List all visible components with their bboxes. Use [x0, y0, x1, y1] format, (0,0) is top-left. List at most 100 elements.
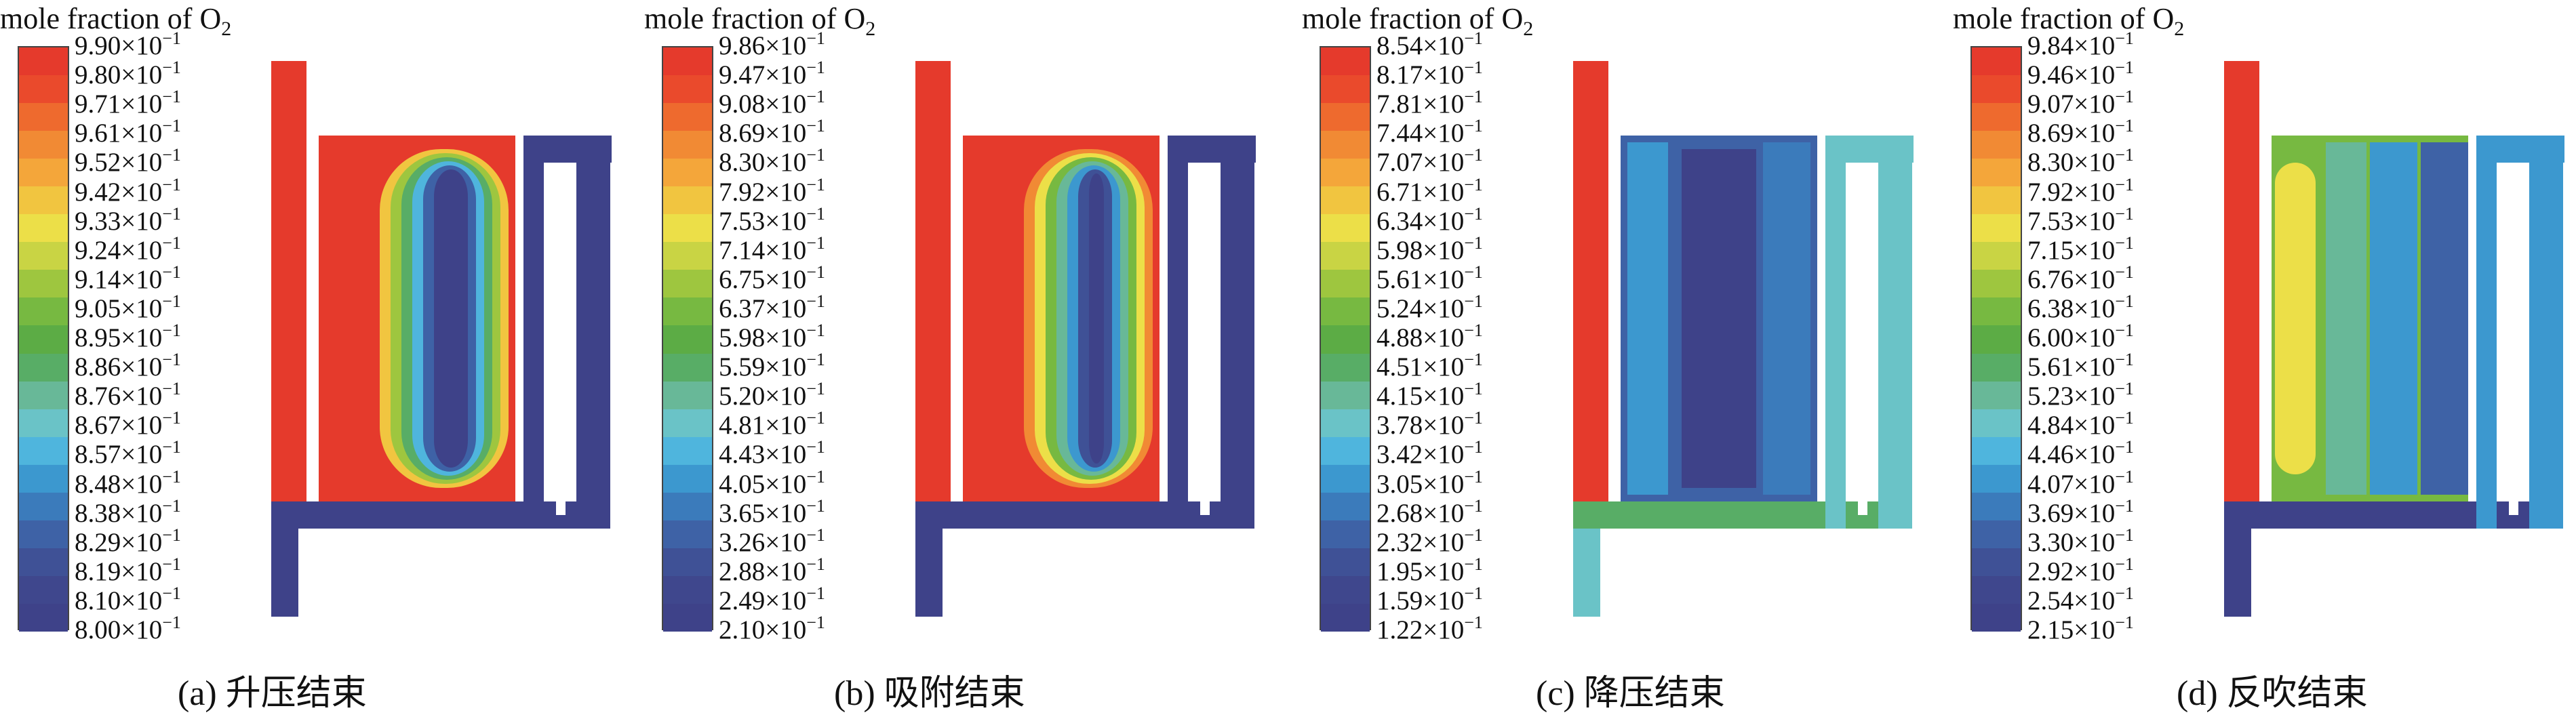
color-bar-segment — [19, 575, 68, 604]
separator-slot — [2468, 337, 2475, 355]
color-bar-segment — [1972, 103, 2021, 131]
legend-tick-label: 8.54×10−1 — [1376, 28, 1483, 60]
legend-tick-label: 8.95×10−1 — [75, 321, 181, 352]
right-outer-wall — [2529, 136, 2563, 529]
legend-tick-label: 7.07×10−1 — [1376, 145, 1483, 178]
legend-tick-label: 9.61×10−1 — [75, 116, 181, 148]
color-bar-segment — [19, 297, 68, 326]
color-bar-segment — [19, 353, 68, 382]
legend-tick-label: 5.59×10−1 — [719, 350, 825, 382]
color-bar-segment — [1972, 436, 2021, 465]
color-bar-segment — [19, 75, 68, 104]
right-outer-wall — [1221, 136, 1254, 529]
color-bar — [1970, 46, 2022, 632]
legend-tick-label: 7.53×10−1 — [719, 203, 825, 236]
color-bar-segment — [1972, 325, 2021, 354]
separator-slot — [515, 142, 522, 160]
separator-slot — [515, 468, 522, 485]
legend-tick-label: 5.61×10−1 — [1376, 262, 1483, 294]
legend-tick-label: 1.95×10−1 — [1376, 554, 1483, 586]
legend-tick-label: 4.46×10−1 — [2027, 437, 2134, 470]
right-wall — [1168, 136, 1188, 529]
diagram-area — [258, 54, 637, 623]
contour-band — [1627, 142, 1668, 495]
right-gap — [1858, 163, 1867, 515]
legend-tick-label: 7.92×10−1 — [719, 174, 825, 207]
separator-slot — [515, 175, 522, 192]
color-bar-segment — [663, 214, 712, 243]
color-bar-segment — [1321, 297, 1370, 326]
color-bar — [18, 46, 69, 632]
legend-tick-label: 8.69×10−1 — [719, 116, 825, 148]
right-gap — [556, 163, 566, 515]
color-bar-segment — [1972, 75, 2021, 104]
panel-2: mole fraction of O2 8.54×10−1 8.17×10−1 7.8… — [1302, 0, 1939, 719]
contour-diagram — [2224, 61, 2564, 617]
color-bar-segment — [19, 464, 68, 493]
legend-tick-label: 9.33×10−1 — [75, 203, 181, 236]
color-bar-segment — [663, 47, 712, 76]
panel-caption: (b) 吸附结束 — [834, 674, 1025, 713]
right-wall — [1825, 136, 1846, 529]
color-bar-segment — [1972, 548, 2021, 576]
separator-slot — [2468, 175, 2475, 192]
legend-tick-label: 8.86×10−1 — [75, 350, 181, 382]
legend-tick-label: 8.19×10−1 — [75, 554, 181, 586]
color-bar-segment — [1321, 214, 1370, 243]
separator-slot — [1160, 468, 1166, 485]
legend-tick-label: 5.24×10−1 — [1376, 291, 1483, 323]
color-bar-segment — [19, 520, 68, 548]
legend-tick-label: 3.30×10−1 — [2027, 525, 2134, 557]
contour-diagram — [271, 61, 612, 617]
contour-band — [2275, 163, 2316, 474]
separator-slot — [2468, 272, 2475, 290]
color-bar-segment — [1321, 270, 1370, 298]
legend-tick-label: 4.43×10−1 — [719, 437, 825, 470]
color-bar-segment — [663, 353, 712, 382]
right-wall — [523, 136, 544, 529]
color-bar-segment — [19, 548, 68, 576]
legend-tick-label: 5.20×10−1 — [719, 379, 825, 411]
inlet-column — [271, 61, 306, 529]
legend-tick-label: 7.15×10−1 — [2027, 232, 2134, 265]
color-bar-segment — [1321, 353, 1370, 382]
legend-tick-label: 2.32×10−1 — [1376, 525, 1483, 557]
separator-slot — [2468, 403, 2475, 420]
separator-slot — [515, 305, 522, 323]
color-bar-segment — [663, 575, 712, 604]
right-outer-wall — [576, 136, 610, 529]
diagram-area — [1560, 54, 1939, 623]
legend-tick-label: 8.76×10−1 — [75, 379, 181, 411]
legend-tick-label: 9.42×10−1 — [75, 174, 181, 207]
color-bar-segment — [663, 409, 712, 437]
legend-tick-label: 1.22×10−1 — [1376, 613, 1483, 644]
panel-caption: (d) 反吹结束 — [2177, 674, 2368, 713]
color-bar-segment — [19, 325, 68, 354]
color-bar-segment — [1972, 186, 2021, 215]
legend-tick-label: 3.69×10−1 — [2027, 495, 2134, 528]
legend-tick-label: 2.92×10−1 — [2027, 554, 2134, 586]
legend-tick-label: 9.07×10−1 — [2027, 87, 2134, 119]
color-bar-segment — [1972, 131, 2021, 159]
panel-caption: (c) 降压结束 — [1536, 674, 1725, 713]
separator-slot — [515, 435, 522, 453]
separator-slot — [2468, 207, 2475, 225]
legend-tick-label: 7.53×10−1 — [2027, 203, 2134, 236]
color-bar-segment — [1972, 214, 2021, 243]
contour-diagram — [915, 61, 1256, 617]
color-bar-segment — [1321, 159, 1370, 187]
color-bar-segment — [663, 242, 712, 270]
color-bar-segment — [663, 103, 712, 131]
color-bar-segment — [663, 464, 712, 493]
legend-tick-label: 8.57×10−1 — [75, 437, 181, 470]
legend-title: mole fraction of O2 — [1953, 2, 2185, 40]
separator-slot — [1160, 370, 1166, 388]
inlet-column — [1573, 61, 1608, 529]
legend-tick-label: 3.26×10−1 — [719, 525, 825, 557]
color-bar-segment — [1321, 325, 1370, 354]
legend-tick-label: 3.78×10−1 — [1376, 408, 1483, 440]
legend-tick-label: 3.65×10−1 — [719, 495, 825, 528]
color-bar-segment — [663, 75, 712, 104]
color-bar-segment — [663, 436, 712, 465]
legend-tick-label: 2.54×10−1 — [2027, 583, 2134, 615]
